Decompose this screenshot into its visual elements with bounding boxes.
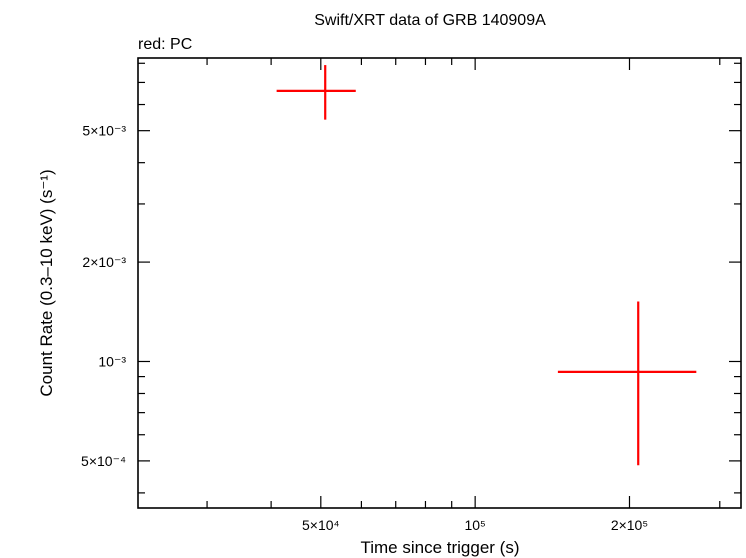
chart-subtitle: red: PC — [138, 36, 192, 53]
chart-title: Swift/XRT data of GRB 140909A — [314, 12, 546, 29]
y-axis-label: Count Rate (0.3–10 keV) (s⁻¹) — [37, 169, 56, 396]
y-tick-label: 5×10⁻⁴ — [81, 453, 126, 469]
y-tick-label: 5×10⁻³ — [82, 123, 126, 139]
plot-frame — [137, 57, 742, 509]
axis-ticks — [138, 58, 741, 508]
y-tick-label: 2×10⁻³ — [82, 254, 126, 270]
x-axis-label: Time since trigger (s) — [360, 538, 519, 557]
data-points — [276, 65, 697, 466]
x-tick-label: 5×10⁴ — [302, 517, 340, 533]
x-tick-label: 10⁵ — [464, 517, 485, 533]
data-point — [557, 301, 697, 466]
x-tick-label: 2×10⁵ — [611, 517, 648, 533]
y-tick-label: 10⁻³ — [98, 353, 126, 369]
axis-tick-labels: 5×10⁴ 10⁵ 2×10⁵ 5×10⁻⁴ 10⁻³ 2×10⁻³ 5×10⁻³ — [81, 123, 648, 533]
data-point — [276, 65, 356, 120]
